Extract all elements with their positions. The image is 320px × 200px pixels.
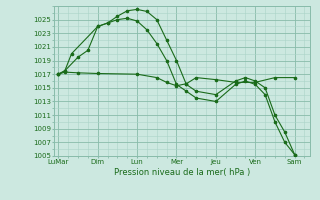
X-axis label: Pression niveau de la mer( hPa ): Pression niveau de la mer( hPa ) (114, 168, 251, 177)
